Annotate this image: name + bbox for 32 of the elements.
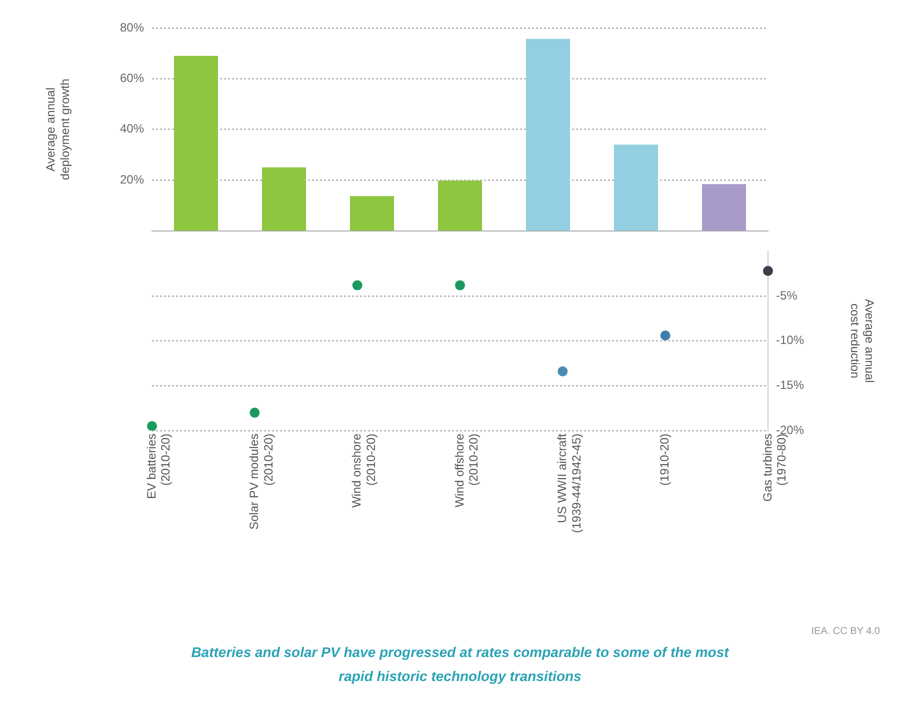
y-tick-label: -5% (776, 288, 798, 302)
x-tick-label: Gas turbines (1970-80) (760, 434, 789, 502)
bar (526, 38, 570, 231)
point (250, 408, 260, 418)
point (352, 280, 362, 290)
x-tick-label: Solar PV modules (2010-20) (246, 434, 276, 530)
y-tick-label: 20% (120, 172, 144, 186)
y-tick-label: 40% (120, 122, 144, 136)
x-tick-label: EV batteries (2010-20) (144, 434, 173, 499)
point (147, 421, 157, 431)
point (763, 266, 773, 276)
bar (438, 180, 482, 231)
y-axis-title: Average annual deployment growth (44, 78, 72, 180)
y-tick-label: -15% (776, 378, 804, 392)
y-tick-label: -10% (776, 333, 804, 348)
y-axis-title: Average annual cost reduction (848, 298, 876, 383)
x-tick-label: Wind offshore (2010-20) (452, 433, 481, 508)
bar (350, 196, 394, 231)
x-tick-label: US WWII aircraft (1939-44/1942-45) (554, 432, 584, 533)
text: IEA. CC BY 4.0 (811, 626, 880, 637)
point (558, 366, 568, 376)
bar (614, 144, 658, 231)
x-tick-label: Wind onshore (2010-20) (350, 433, 378, 508)
y-tick-label: 80% (120, 20, 144, 34)
bar (702, 184, 746, 231)
point (660, 330, 670, 341)
text: Batteries and solar PV have progressed at rates comparable to some of the most rapid historic technology transitions (190, 643, 730, 686)
point (455, 280, 465, 290)
bar (174, 56, 218, 231)
x-tick-label: (1910-20) (658, 434, 672, 486)
y-tick-label: 60% (120, 71, 144, 86)
bar (262, 167, 306, 231)
